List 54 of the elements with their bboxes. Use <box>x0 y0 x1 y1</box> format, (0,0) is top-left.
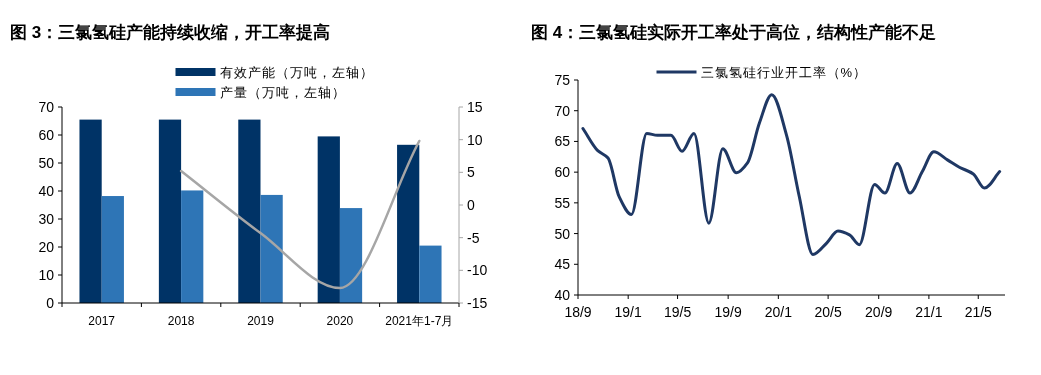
y-tick-label: 30 <box>38 211 55 227</box>
bar <box>238 119 261 303</box>
y-tick-label: 45 <box>554 256 571 273</box>
y-tick-label: 60 <box>38 127 55 143</box>
bar <box>260 194 283 303</box>
bar <box>101 196 124 303</box>
chart-title: 图 3：三氯氢硅产能持续收缩，开工率提高 <box>10 23 331 42</box>
x-tick-label: 21/5 <box>964 304 993 320</box>
x-tick-label: 2020 <box>326 314 354 328</box>
legend-label: 三氯氢硅行业开工率（%） <box>700 65 868 80</box>
y2-tick-label: 5 <box>467 164 475 181</box>
y-tick-label: 40 <box>38 183 55 199</box>
bar <box>158 119 182 303</box>
x-tick-label: 19/9 <box>714 304 742 320</box>
y2-tick-label: -15 <box>467 295 488 311</box>
y-tick-label: 75 <box>554 72 571 88</box>
x-tick-label: 20/5 <box>814 304 842 320</box>
x-tick-label: 18/9 <box>564 304 592 320</box>
y2-tick-label: -5 <box>467 229 480 246</box>
y-tick-label: 50 <box>38 155 55 171</box>
bar <box>339 208 363 303</box>
legend-label: 有效产能（万吨，左轴） <box>219 65 374 80</box>
y2-tick-label: 10 <box>467 131 483 148</box>
line-series <box>581 93 1002 256</box>
y2-tick-label: 15 <box>467 99 483 115</box>
bar <box>181 190 204 303</box>
x-tick-label: 2017 <box>88 314 116 328</box>
bar <box>79 119 102 303</box>
y-tick-label: 40 <box>554 287 571 303</box>
y-tick-label: 65 <box>554 133 571 150</box>
bar <box>419 245 442 303</box>
bar <box>317 136 340 303</box>
legend-label: 产量（万吨，左轴） <box>219 85 346 100</box>
y-tick-label: 55 <box>554 194 571 211</box>
chart-title: 图 4：三氯氢硅实际开工率处于高位，结构性产能不足 <box>531 23 937 42</box>
y-tick-label: 70 <box>38 99 55 115</box>
x-tick-label: 2019 <box>247 314 275 328</box>
y-tick-label: 20 <box>38 239 55 255</box>
y-tick-label: 10 <box>38 267 55 283</box>
y-tick-label: 60 <box>554 164 571 181</box>
x-tick-label: 20/9 <box>865 304 893 320</box>
y-tick-label: 70 <box>554 102 571 119</box>
y2-tick-label: -10 <box>467 262 488 279</box>
y2-tick-label: 0 <box>467 197 475 213</box>
bar <box>397 144 420 303</box>
x-tick-label: 2018 <box>167 314 195 328</box>
y-tick-label: 0 <box>46 295 55 311</box>
line-series <box>179 139 421 290</box>
x-tick-label: 19/1 <box>614 304 643 320</box>
x-tick-label: 21/1 <box>915 304 943 320</box>
x-tick-label: 19/5 <box>663 304 692 320</box>
y-tick-label: 50 <box>554 225 571 242</box>
x-tick-label: 2021年1-7月 <box>385 314 454 328</box>
x-tick-label: 20/1 <box>764 304 793 320</box>
